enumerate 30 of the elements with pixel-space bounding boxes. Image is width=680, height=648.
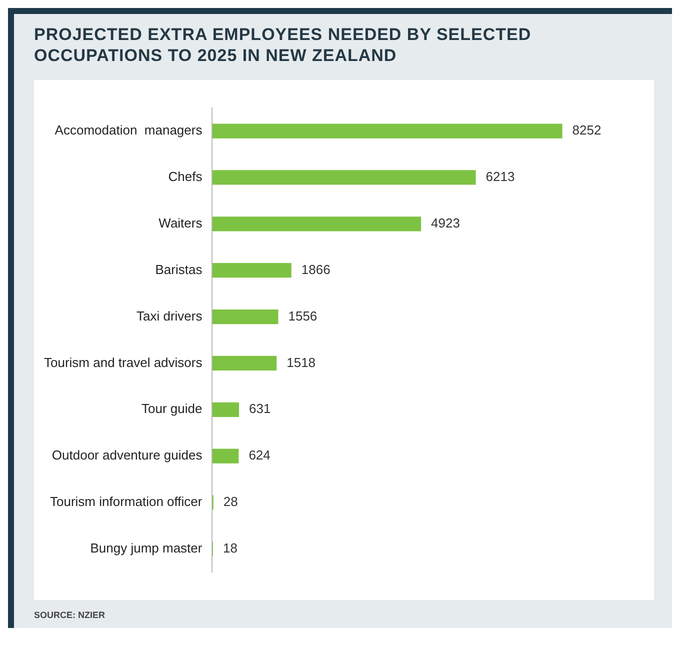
data-label: 1518 (286, 354, 316, 370)
bar (212, 402, 239, 417)
bar (212, 216, 422, 232)
y-tick-label: Taxi drivers (136, 308, 203, 324)
bar (212, 170, 476, 185)
data-label: 631 (248, 401, 271, 416)
y-tick-label: Tourism and travel advisors (44, 354, 203, 370)
data-label: 28 (223, 494, 238, 510)
y-tick-label: Tour guide (142, 401, 202, 416)
bar (212, 124, 562, 138)
y-tick-label: Waiters (158, 215, 203, 230)
data-label: 1866 (301, 262, 330, 277)
y-tick-label: Accomodation managers (54, 122, 203, 138)
data-label: 8252 (572, 122, 602, 138)
bar (212, 448, 239, 464)
y-tick-label: Outdoor adventure guides (52, 448, 203, 463)
bar (212, 263, 292, 278)
data-label: 6213 (486, 169, 515, 184)
data-label: 4923 (431, 215, 460, 230)
source-note: SOURCE: NZIER (34, 610, 106, 620)
y-tick-label: Chefs (168, 169, 203, 184)
y-tick-label: Baristas (155, 262, 203, 277)
y-tick-label: Tourism information officer (50, 494, 203, 510)
data-label: 1556 (288, 308, 318, 324)
y-tick-label: Bungy jump master (90, 540, 203, 556)
bar (212, 356, 277, 371)
chart-title: PROJECTED EXTRA EMPLOYEES NEEDED BY SELECTED OCCUPATIONS TO 2025 IN NEW ZEALAND (34, 24, 532, 66)
data-label: 18 (222, 540, 238, 556)
data-label: 624 (248, 448, 270, 463)
bar (212, 309, 278, 324)
